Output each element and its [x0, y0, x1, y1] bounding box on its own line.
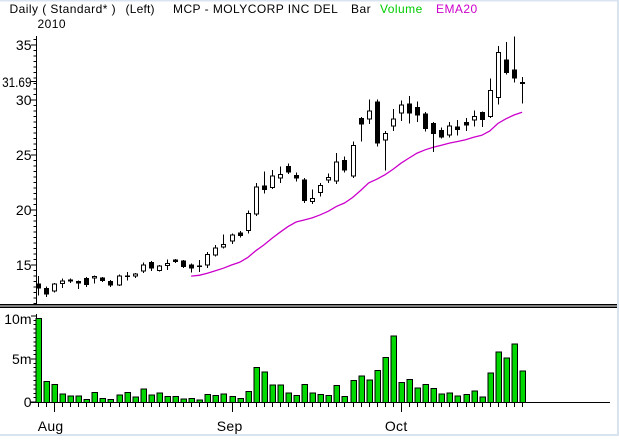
- svg-text:(Left): (Left): [126, 2, 155, 16]
- svg-text:Oct: Oct: [385, 418, 408, 434]
- svg-text:Daily ( Standard* ): Daily ( Standard* ): [10, 2, 117, 16]
- svg-text:30: 30: [16, 92, 32, 108]
- svg-text:MCP - MOLYCORP INC DEL: MCP - MOLYCORP INC DEL: [173, 2, 338, 16]
- svg-text:Sep: Sep: [217, 418, 243, 434]
- svg-text:25: 25: [16, 147, 32, 163]
- svg-text:5m: 5m: [12, 351, 31, 367]
- svg-text:Aug: Aug: [38, 418, 64, 434]
- svg-text:Bar: Bar: [351, 2, 371, 16]
- svg-text:Volume: Volume: [380, 2, 423, 16]
- svg-text:35: 35: [16, 37, 32, 53]
- svg-text:15: 15: [16, 257, 32, 273]
- svg-text:20: 20: [16, 202, 32, 218]
- svg-text:EMA20: EMA20: [436, 2, 478, 16]
- svg-text:0: 0: [24, 394, 32, 410]
- svg-text:10m: 10m: [4, 311, 31, 327]
- svg-text:2010: 2010: [38, 17, 67, 31]
- svg-text:31.69: 31.69: [2, 74, 32, 90]
